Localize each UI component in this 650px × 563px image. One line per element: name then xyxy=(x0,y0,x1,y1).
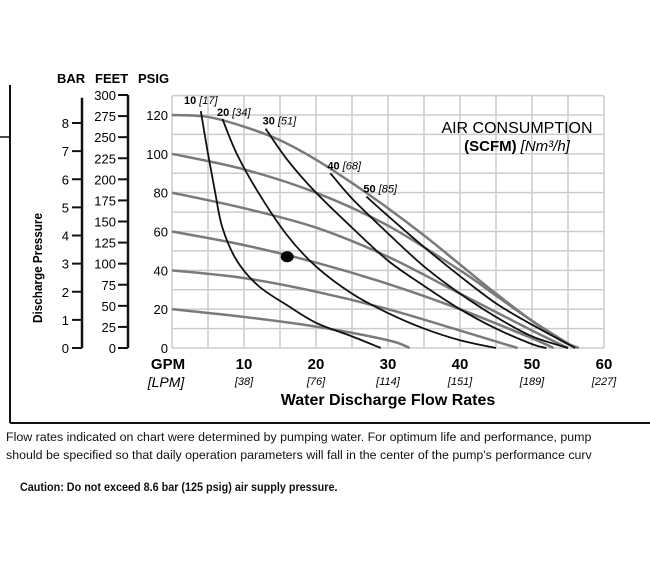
psig-tick-label: 100 xyxy=(146,147,168,162)
feet-tick-label: 275 xyxy=(94,109,116,124)
air-curve-10 xyxy=(199,110,382,349)
bar-tick-label: 7 xyxy=(62,144,69,159)
feet-tick-label: 50 xyxy=(102,299,116,314)
bar-tick-label: 8 xyxy=(62,116,69,131)
air-curve-label-scfm: 30 xyxy=(263,116,275,128)
note-line-2: should be specified so that daily operat… xyxy=(6,448,592,462)
feet-tick-label: 100 xyxy=(94,257,116,272)
axis-header-psig: PSIG xyxy=(138,71,169,86)
psig-tick-label: 60 xyxy=(154,225,168,240)
air-curve-label-scfm: 40 xyxy=(327,160,339,172)
pressure-curve-80 xyxy=(171,191,569,350)
legend-title: AIR CONSUMPTION xyxy=(441,120,592,137)
feet-tick-label: 200 xyxy=(94,172,116,187)
feet-tick-label: 25 xyxy=(102,320,116,335)
feet-tick-label: 0 xyxy=(109,341,116,356)
air-curve-label-scfm: 10 xyxy=(184,95,196,107)
x-tick-label: 30 xyxy=(380,356,397,373)
x-tick-label: 60 xyxy=(596,356,613,373)
x-tick-alt-label: [76] xyxy=(306,376,326,388)
legend-units: (SCFM) [Nm³/h] xyxy=(464,138,571,155)
x-tick-alt-label: [151] xyxy=(447,376,473,388)
feet-tick-label: 75 xyxy=(102,278,116,293)
axis-header-feet: FEET xyxy=(95,71,128,86)
legend-units-bold: (SCFM) xyxy=(464,138,517,155)
bar-tick-label: 2 xyxy=(62,285,69,300)
air-curve-label-nm3h: [17] xyxy=(198,95,218,107)
chart-frame xyxy=(0,85,650,424)
bar-tick-label: 5 xyxy=(62,200,69,215)
feet-tick-label: 150 xyxy=(94,215,116,230)
air-curve-label-nm3h: [51] xyxy=(277,116,297,128)
air-curve-20 xyxy=(221,118,497,349)
pressure-curve-20 xyxy=(171,307,411,350)
bar-tick-label: 3 xyxy=(62,257,69,272)
x-tick-label: 20 xyxy=(308,356,325,373)
pressure-curve-100 xyxy=(171,152,576,350)
air-curve-50 xyxy=(365,195,576,349)
note-line-1: Flow rates indicated on chart were deter… xyxy=(6,430,592,444)
air-curve-label: 30 [51] xyxy=(263,116,298,128)
feet-tick-label: 300 xyxy=(94,88,116,103)
air-curve-label-scfm: 50 xyxy=(363,184,375,196)
feet-tick-label: 175 xyxy=(94,193,116,208)
bar-tick-label: 4 xyxy=(62,229,69,244)
psig-tick-label: 40 xyxy=(154,263,168,278)
pressure-curve-40 xyxy=(171,269,518,350)
x-tick-alt-label: [114] xyxy=(375,376,401,388)
x-tick-label: 40 xyxy=(452,356,469,373)
x-unit-label: GPM xyxy=(151,356,185,373)
feet-tick-label: 250 xyxy=(94,130,116,145)
bar-tick-label: 6 xyxy=(62,172,69,187)
bar-tick-label: 0 xyxy=(62,341,69,356)
x-tick-alt-label: [189] xyxy=(519,376,545,388)
x-tick-label: 10 xyxy=(236,356,253,373)
x-tick-label: 50 xyxy=(524,356,541,373)
air-curve-label: 20 [34] xyxy=(217,107,252,119)
bar-tick-label: 1 xyxy=(62,313,69,328)
air-curve-label: 50 [85] xyxy=(363,184,398,196)
x-axis-label: Water Discharge Flow Rates xyxy=(281,392,496,409)
pressure-curve-60 xyxy=(171,230,555,350)
x-unit-alt-label: [LPM] xyxy=(147,374,186,390)
performance-chart: 02040608010012010[38]20[76]30[114]40[151… xyxy=(0,71,650,424)
axis-header-bar: BAR xyxy=(57,71,86,86)
psig-tick-label: 0 xyxy=(161,341,168,356)
air-curve-40 xyxy=(329,172,569,349)
x-tick-alt-label: [38] xyxy=(234,376,254,388)
air-curve-label: 40 [68] xyxy=(327,160,362,172)
feet-tick-label: 225 xyxy=(94,151,116,166)
caution-note: Caution: Do not exceed 8.6 bar (125 psig… xyxy=(20,480,338,494)
air-curve-label-nm3h: [68] xyxy=(342,160,362,172)
air-curve-label-scfm: 20 xyxy=(217,107,229,119)
x-tick-alt-label: [227] xyxy=(591,376,617,388)
psig-tick-label: 20 xyxy=(154,302,168,317)
feet-tick-label: 125 xyxy=(94,236,116,251)
y-axis-label: Discharge Pressure xyxy=(30,213,45,323)
psig-tick-label: 80 xyxy=(154,186,168,201)
air-curve-label: 10 [17] xyxy=(184,95,219,107)
psig-tick-label: 120 xyxy=(146,108,168,123)
air-curve-label-nm3h: [85] xyxy=(378,184,398,196)
air-curve-label-nm3h: [34] xyxy=(231,107,251,119)
air-curve-30 xyxy=(264,128,547,349)
legend-units-italic: [Nm³/h] xyxy=(520,138,571,155)
operating-point-marker xyxy=(280,251,294,263)
